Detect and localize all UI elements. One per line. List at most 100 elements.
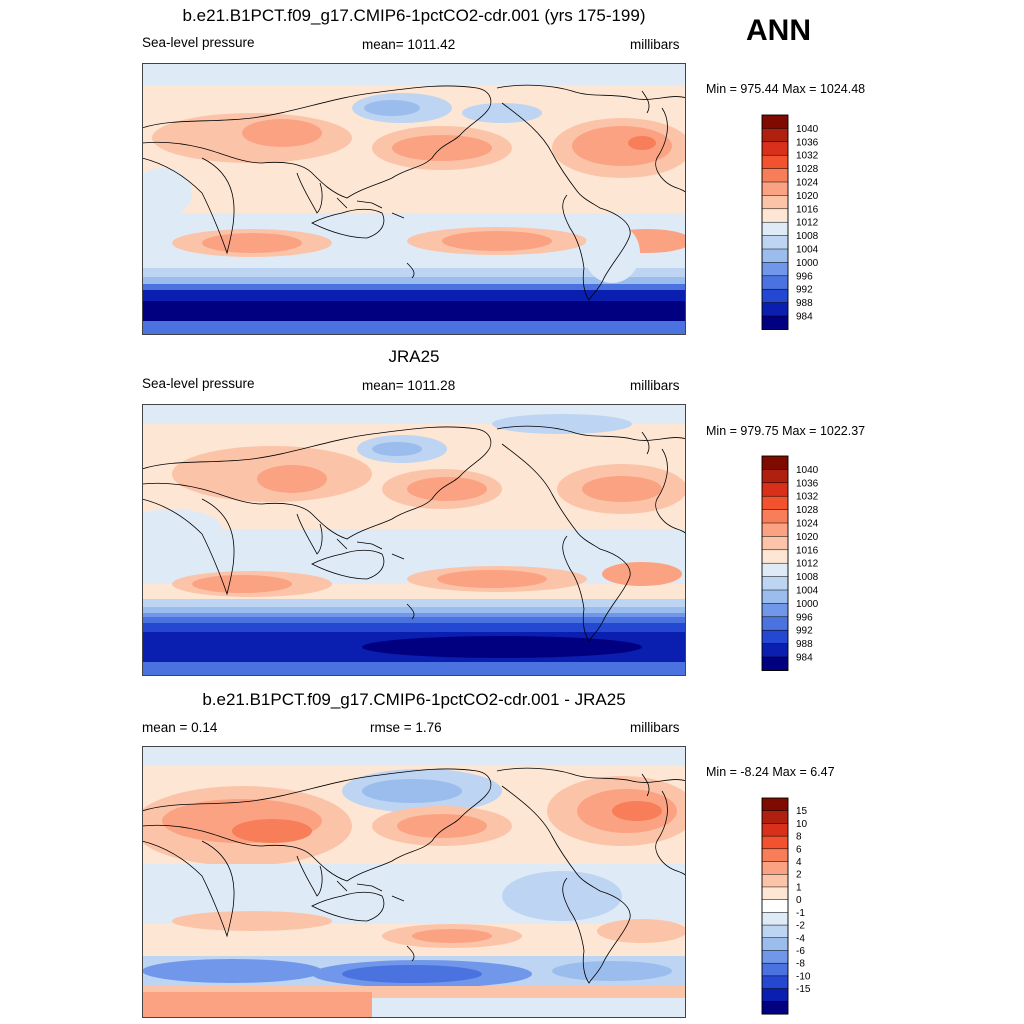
panel-model-units: millibars — [630, 37, 680, 52]
colorbar-swatch — [761, 643, 789, 658]
colorbar-swatch — [761, 195, 789, 210]
colorbar-label: -1 — [796, 908, 805, 919]
colorbar-label: 992 — [796, 285, 813, 296]
colorbar-label: 1016 — [796, 204, 819, 215]
colorbar-label: 1040 — [796, 124, 819, 135]
panel-obs-mean: mean= 1011.28 — [362, 378, 456, 393]
colorbar-swatch — [761, 154, 789, 170]
panel-obs-minmax: Min = 979.75 Max = 1022.37 — [706, 424, 866, 438]
colorbar-label: -15 — [796, 984, 811, 995]
colorbar-label: 8 — [796, 832, 802, 843]
colorbar-swatch — [761, 823, 789, 837]
colorbar-label: 1000 — [796, 599, 819, 610]
colorbar-frame — [761, 797, 789, 1015]
colorbar-label: 1040 — [796, 465, 819, 476]
colorbar-swatch — [761, 576, 789, 591]
colorbar-swatch — [761, 861, 789, 875]
colorbar-label: 1028 — [796, 505, 819, 516]
colorbar-label: -10 — [796, 971, 811, 982]
colorbar-label: -2 — [796, 921, 805, 932]
colorbar-label: 15 — [796, 806, 808, 817]
colorbar-label: -4 — [796, 933, 805, 944]
colorbar-swatch — [761, 616, 789, 631]
panel-model-mean: mean= 1011.42 — [362, 37, 456, 52]
panel-diff-colorbar: 15 10 8 6 4 2 1 0 -1 -2 -4 -6 -8 -10 -15 — [761, 797, 852, 1015]
colorbar-swatch — [761, 302, 789, 317]
panel-obs-title: JRA25 — [388, 347, 440, 366]
colorbar-swatch — [761, 168, 789, 183]
colorbar-label: 1008 — [796, 231, 819, 242]
colorbar-label: 6 — [796, 844, 802, 855]
colorbar-label: 0 — [796, 895, 802, 906]
panel-model-left-label: Sea-level pressure — [142, 35, 255, 50]
colorbar-label: 1024 — [796, 519, 819, 530]
panel-model-map — [142, 63, 686, 335]
panel-diff-map — [142, 746, 686, 1018]
colorbar-swatch — [761, 975, 789, 990]
colorbar-swatch — [761, 536, 789, 551]
colorbar-swatch — [761, 248, 789, 263]
colorbar-swatch — [761, 181, 789, 196]
panel-model-colorbar: 1040 1036 1032 1028 1024 1020 1016 1012 1008 1004… — [761, 114, 852, 331]
colorbar-label: 1016 — [796, 545, 819, 556]
colorbar-label: 984 — [796, 312, 813, 323]
colorbar-swatch — [761, 924, 789, 939]
panel-obs-units: millibars — [630, 378, 680, 393]
colorbar-swatch — [761, 522, 789, 537]
panel-diff-rmse: rmse = 1.76 — [370, 720, 442, 735]
colorbar-label: 1020 — [796, 191, 819, 202]
colorbar-swatch — [761, 589, 789, 604]
colorbar-label: 996 — [796, 271, 813, 282]
colorbar-swatch — [761, 629, 789, 645]
colorbar-label: 988 — [796, 639, 813, 650]
colorbar-label: 988 — [796, 298, 813, 309]
colorbar-swatch — [761, 656, 789, 671]
colorbar-swatch — [761, 208, 789, 223]
colorbar-swatch — [761, 221, 789, 237]
colorbar-frame — [761, 455, 789, 671]
colorbar-swatch — [761, 562, 789, 578]
colorbar-swatch — [761, 549, 789, 564]
colorbar-label: 1004 — [796, 586, 819, 597]
model-slp-field — [142, 63, 686, 335]
colorbar-swatch — [761, 509, 789, 524]
colorbar-swatch — [761, 886, 789, 901]
colorbar-label: 10 — [796, 819, 808, 830]
colorbar-label: 1008 — [796, 572, 819, 583]
obs-slp-field — [142, 404, 686, 676]
colorbar-frame — [761, 114, 789, 330]
colorbar-label: 996 — [796, 612, 813, 623]
colorbar-swatch — [761, 797, 789, 812]
colorbar-swatch — [761, 275, 789, 290]
colorbar-label: 984 — [796, 653, 813, 664]
colorbar-label: 1004 — [796, 245, 819, 256]
colorbar-swatch — [761, 262, 789, 277]
colorbar-swatch — [761, 482, 789, 497]
panel-diff-minmax: Min = -8.24 Max = 6.47 — [706, 765, 835, 779]
colorbar-swatch — [761, 899, 789, 913]
panel-diff-title: b.e21.B1PCT.f09_g17.CMIP6-1pctCO2-cdr.00… — [202, 690, 626, 709]
colorbar-label: 1036 — [796, 478, 819, 489]
colorbar-label: 1020 — [796, 532, 819, 543]
colorbar-label: 2 — [796, 870, 802, 881]
season-label: ANN — [746, 14, 811, 47]
colorbar-swatch — [761, 1001, 789, 1015]
colorbar-label: 1012 — [796, 559, 819, 570]
colorbar-swatch — [761, 873, 789, 888]
colorbar-swatch — [761, 848, 789, 863]
colorbar-swatch — [761, 912, 789, 926]
panel-diff-units: millibars — [630, 720, 680, 735]
colorbar-obs: 1040 1036 1032 1028 1024 1020 1016 1012 1008 1004… — [761, 455, 819, 671]
colorbar-label: 992 — [796, 626, 813, 637]
colorbar-label: -6 — [796, 946, 805, 957]
colorbar-swatch — [761, 128, 789, 143]
colorbar-swatch — [761, 988, 789, 1002]
colorbar-label: 1032 — [796, 492, 819, 503]
diff-slp-field — [142, 746, 686, 1018]
colorbar-label: -8 — [796, 959, 805, 970]
colorbar-label: 1028 — [796, 164, 819, 175]
colorbar-swatch — [761, 288, 789, 304]
colorbar-label: 1036 — [796, 137, 819, 148]
colorbar-swatch — [761, 315, 789, 330]
